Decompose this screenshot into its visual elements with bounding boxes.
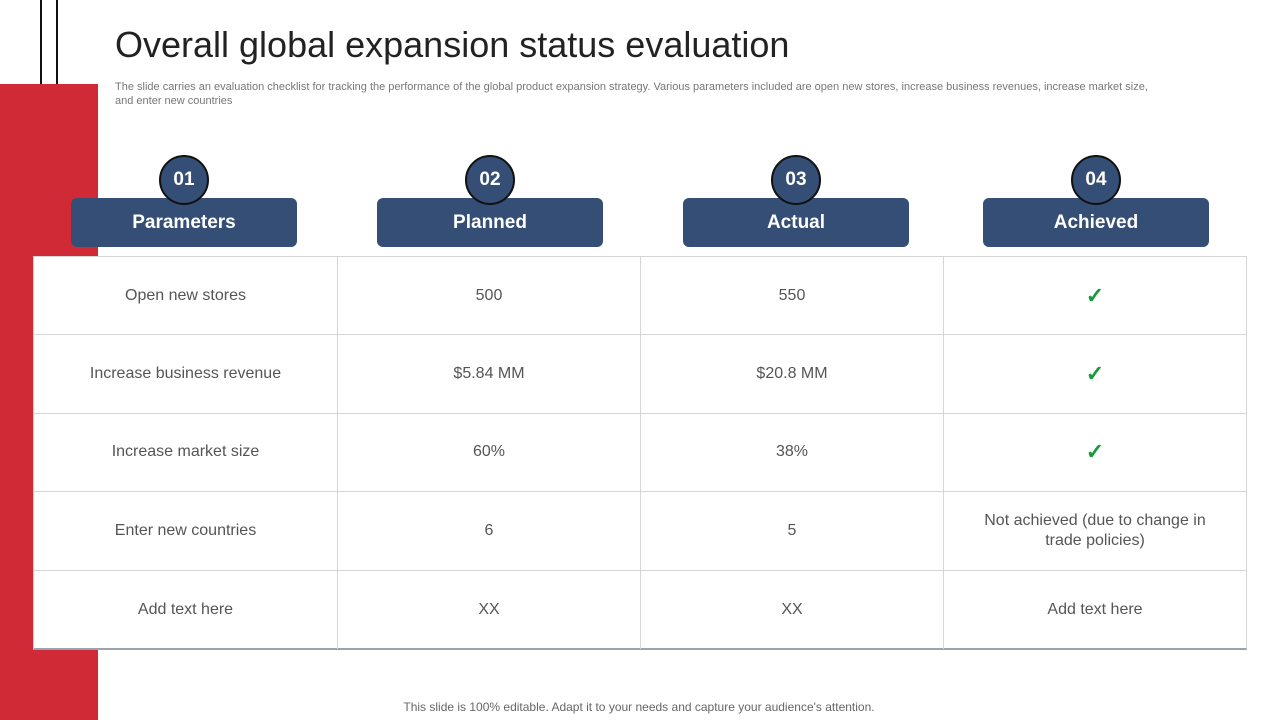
table-cell: 60% (338, 413, 641, 493)
column-number: 01 (159, 155, 209, 205)
column-number: 02 (465, 155, 515, 205)
column-header: Actual (683, 198, 909, 247)
table-cell: XX (641, 570, 944, 649)
title: Overall global expansion status evaluati… (115, 24, 790, 65)
table-cell: 6 (338, 492, 641, 571)
column-header: Planned (377, 198, 603, 247)
table-cell: $20.8 MM (641, 335, 944, 414)
table-cell: ✓ (944, 335, 1246, 414)
table-cell: XX (338, 570, 641, 649)
table-cell: 38% (641, 413, 944, 493)
footer: This slide is 100% editable. Adapt it to… (403, 700, 875, 714)
column-number: 03 (771, 155, 821, 205)
table-cell: Enter new countries (34, 492, 338, 571)
table-cell: $5.84 MM (338, 335, 641, 414)
table: Open new stores 500 550 ✓ Increase business … (33, 256, 1247, 650)
decor-line (40, 0, 42, 84)
decor-line (56, 0, 58, 84)
table-cell: Open new stores (34, 257, 338, 336)
subtitle: The slide carries an evaluation checklis… (115, 81, 1148, 107)
table-cell: 500 (338, 257, 641, 336)
table-cell: Increase market size (34, 413, 338, 493)
table-cell: 550 (641, 257, 944, 336)
column-header: Achieved (983, 198, 1209, 247)
column-number: 04 (1071, 155, 1121, 205)
table-cell: ✓ (944, 257, 1246, 336)
table-cell: 5 (641, 492, 944, 571)
column-header: Parameters (71, 198, 297, 247)
table-cell: Add text here (34, 570, 338, 649)
table-cell: Add text here (1047, 600, 1143, 618)
table-cell: Increase business revenue (34, 335, 338, 414)
table-cell: Not achieved (due to change in trade pol… (944, 492, 1246, 571)
table-cell: ✓ (944, 414, 1246, 493)
